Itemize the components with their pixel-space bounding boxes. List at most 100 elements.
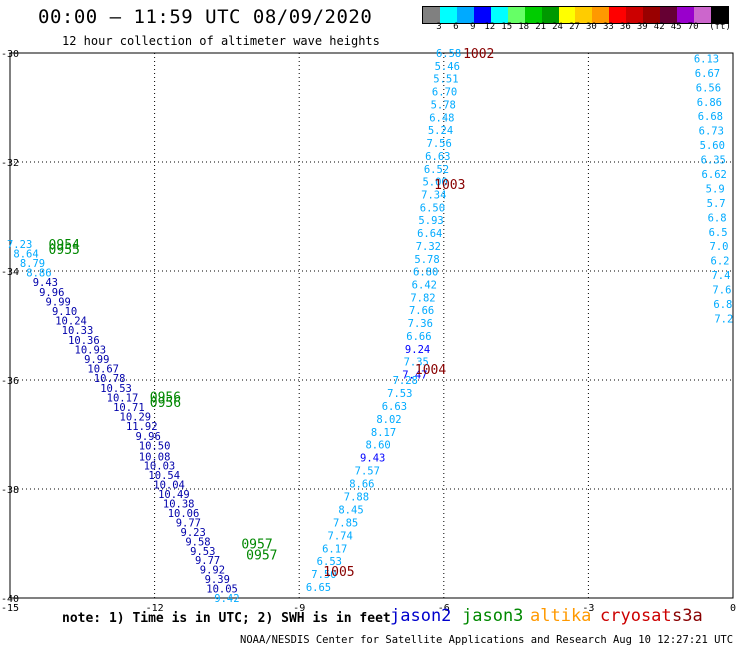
wave-height-value: 6.63 <box>425 151 450 163</box>
legend-tick-labels: 3 6 9 12 15 18 21 24 27 30 33 36 39 42 45 70 (ft) <box>422 22 731 34</box>
wave-height-value: 6.65 <box>306 582 331 594</box>
wave-height-value: 10.71 <box>113 402 145 414</box>
map-subtitle: 12 hour collection of altimeter wave hei… <box>62 34 380 48</box>
wave-height-value: 5.24 <box>428 125 453 137</box>
wave-height-value: 6.13 <box>694 53 719 65</box>
wave-height-value: 7.53 <box>387 388 412 400</box>
time-label: 0957 <box>246 548 277 563</box>
wave-height-value: 5.51 <box>433 74 458 86</box>
wave-height-value: 6.50 <box>420 202 445 214</box>
wave-height-value: 5.78 <box>414 254 439 266</box>
time-label: 1005 <box>323 565 354 580</box>
legend-swatch <box>456 7 474 23</box>
wave-height-value: 9.96 <box>136 431 161 443</box>
wave-height-value: 10.38 <box>163 499 195 511</box>
wave-height-value: 6.58 <box>436 48 461 60</box>
legend-swatch <box>575 7 593 23</box>
legend-tick: 45 <box>670 22 682 32</box>
wave-height-value: 10.06 <box>168 508 200 520</box>
wave-height-value: 6.52 <box>424 164 449 176</box>
wave-height-value: 9.77 <box>176 517 201 529</box>
wave-height-value: 7.35 <box>404 357 429 369</box>
wave-height-value: 5.78 <box>431 99 456 111</box>
legend-tick: 36 <box>619 22 631 32</box>
wave-height-value: 6.8 <box>708 212 727 224</box>
legend-swatch <box>423 7 440 23</box>
wave-height-value: 9.53 <box>190 546 215 558</box>
x-tick-label: 0 <box>730 603 736 614</box>
legend-swatch <box>592 7 610 23</box>
wave-height-value: 9.42 <box>214 593 239 605</box>
legend-tick: 3 <box>436 22 442 32</box>
legend-tick: 12 <box>484 22 496 32</box>
wave-height-value: 6.53 <box>317 556 342 568</box>
wave-height-value: 6.8 <box>713 299 732 311</box>
satellite-cryosat: cryosat <box>600 606 672 626</box>
legend-swatch <box>710 7 728 23</box>
wave-height-value: 6.35 <box>701 155 726 167</box>
map-frame <box>9 52 734 599</box>
wave-height-value: 6.42 <box>412 280 437 292</box>
legend-tick: 24 <box>552 22 563 32</box>
wave-height-value: 9.10 <box>52 306 77 318</box>
wave-height-value: 6.62 <box>702 169 727 181</box>
wave-height-value: 8.86 <box>26 268 51 280</box>
legend-swatch <box>490 7 508 23</box>
legend-swatch <box>626 7 644 23</box>
legend-swatch <box>439 7 457 23</box>
wave-height-value: 6.64 <box>417 228 442 240</box>
time-label: 0956 <box>150 396 181 411</box>
y-tick-label: -34 <box>1 267 19 278</box>
footnote: note: 1) Time is in UTC; 2) SWH is in fe… <box>62 611 391 626</box>
x-tick-label: -9 <box>293 603 305 614</box>
wave-height-value: 9.77 <box>195 555 220 567</box>
legend-tick: 27 <box>569 22 580 32</box>
wave-height-value: 11.92 <box>126 421 158 433</box>
wave-height-value: 7.57 <box>355 466 380 478</box>
wave-height-value: 9.43 <box>33 277 58 289</box>
wave-height-value: 9.24 <box>405 344 430 356</box>
x-tick-label: -6 <box>438 603 450 614</box>
wave-height-value: 5.00 <box>422 177 447 189</box>
wave-height-value: 10.03 <box>144 461 176 473</box>
wave-height-value: 9.96 <box>39 287 64 299</box>
wave-height-value: 6.67 <box>695 68 720 80</box>
wave-height-value: 10.17 <box>107 392 139 404</box>
wave-height-value: 5.7 <box>707 198 726 210</box>
y-tick-label: -38 <box>1 485 19 496</box>
wave-height-value: 5.60 <box>700 140 725 152</box>
legend-tick: 9 <box>470 22 476 32</box>
time-label: 0956 <box>150 390 181 405</box>
wave-height-value: 10.67 <box>87 364 119 376</box>
legend-swatch <box>643 7 661 23</box>
credit-line: NOAA/NESDIS Center for Satellite Applica… <box>240 634 740 646</box>
time-label: 0955 <box>49 243 80 258</box>
wave-height-value: 8.45 <box>338 504 363 516</box>
legend-tick: 42 <box>653 22 665 32</box>
wave-height-value: 7.2 <box>714 313 733 325</box>
wave-height-value: 7.34 <box>421 189 446 201</box>
legend-swatch <box>541 7 559 23</box>
wave-height-value: 6.80 <box>413 267 438 279</box>
legend-tick: 33 <box>602 22 614 32</box>
wave-height-value: 10.04 <box>153 480 185 492</box>
legend-tick: 18 <box>518 22 530 32</box>
wave-height-value: 7.6 <box>712 285 731 297</box>
wave-height-value: 6.73 <box>699 126 724 138</box>
wave-height-value: 6.66 <box>406 331 431 343</box>
wave-height-value: 6.56 <box>696 82 721 94</box>
wave-height-value: 8.17 <box>371 427 396 439</box>
wave-height-value: 9.99 <box>84 354 109 366</box>
wave-height-value: 7.36 <box>408 318 433 330</box>
legend-swatch <box>677 7 694 23</box>
x-tick-label: -3 <box>582 603 594 614</box>
x-tick-label: -15 <box>1 603 19 614</box>
wave-height-value: 10.29 <box>120 412 152 424</box>
legend-swatch <box>473 7 491 23</box>
wave-height-value: 7.82 <box>410 292 435 304</box>
wave-height-value: 5.9 <box>706 183 725 195</box>
legend-tick: (ft) <box>709 22 731 32</box>
wave-height-value: 8.60 <box>365 440 390 452</box>
wave-height-value: 10.33 <box>62 325 94 337</box>
